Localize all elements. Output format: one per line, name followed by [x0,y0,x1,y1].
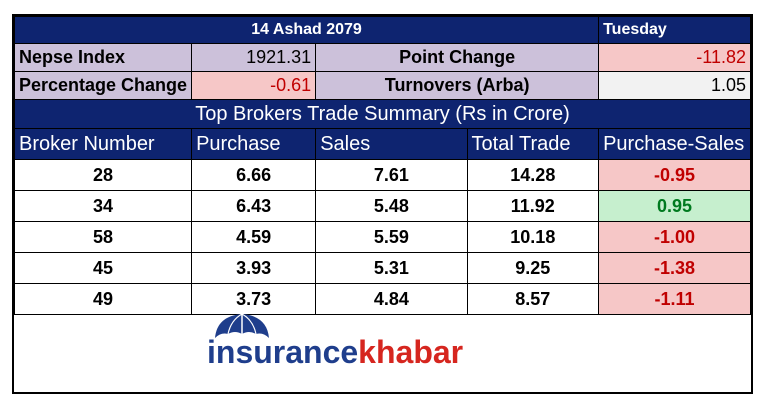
total-trade-value: 8.57 [466,283,600,315]
logo-wordmark: insurancekhabar [207,334,463,371]
total-trade-value: 14.28 [466,159,600,191]
turnover-label: Turnovers (Arba) [315,71,600,100]
purchase-value: 6.43 [191,190,317,222]
broker-number: 58 [13,221,193,253]
sales-value: 4.84 [315,283,468,315]
table-row: 45 3.93 5.31 9.25 -1.38 [13,252,751,284]
column-header-sales: Sales [315,128,468,160]
purchase-value: 3.93 [191,252,317,284]
column-header-purchase: Purchase [191,128,317,160]
purchase-value: 4.59 [191,221,317,253]
sales-value: 5.59 [315,221,468,253]
column-header-total-trade: Total Trade [466,128,600,160]
total-trade-value: 9.25 [466,252,600,284]
nepse-index-label: Nepse Index [13,43,193,72]
purchase-sales-value: -1.00 [598,221,751,253]
purchase-sales-value: -0.95 [598,159,751,191]
section-title: Top Brokers Trade Summary (Rs in Crore) [14,99,751,129]
table-row: 49 3.73 4.84 8.57 -1.11 [13,283,751,315]
umbrella-icon [215,313,269,338]
broker-number: 34 [13,190,193,222]
insurance-khabar-logo: insurancekhabar [207,312,467,372]
purchase-sales-value: -1.38 [598,252,751,284]
logo-part-insurance: insurance [207,334,359,370]
broker-number: 45 [13,252,193,284]
date-header: 14 Ashad 2079 [13,16,600,44]
logo-part-khabar: khabar [358,334,464,370]
table-row: 34 6.43 5.48 11.92 0.95 [13,190,751,222]
purchase-sales-value: -1.11 [598,283,751,315]
summary-table: 14 Ashad 2079 Tuesday Nepse Index 1921.3… [13,16,751,315]
day-header: Tuesday [598,16,751,44]
turnover-value: 1.05 [598,71,751,100]
column-header-broker: Broker Number [13,128,193,160]
point-change-label: Point Change [315,43,600,72]
broker-number: 49 [13,283,193,315]
broker-number: 28 [13,159,193,191]
column-header-purchase-sales: Purchase-Sales [598,128,751,160]
table-row: 58 4.59 5.59 10.18 -1.00 [13,221,751,253]
purchase-value: 3.73 [191,283,317,315]
percentage-change-value: -0.61 [191,71,317,100]
nepse-index-value: 1921.31 [191,43,317,72]
purchase-sales-value: 0.95 [598,190,751,222]
total-trade-value: 10.18 [466,221,600,253]
total-trade-value: 11.92 [466,190,600,222]
percentage-change-label: Percentage Change [13,71,193,100]
point-change-value: -11.82 [598,43,751,72]
table-row: 28 6.66 7.61 14.28 -0.95 [13,159,751,191]
broker-summary-card: 14 Ashad 2079 Tuesday Nepse Index 1921.3… [12,14,753,394]
sales-value: 5.31 [315,252,468,284]
purchase-value: 6.66 [191,159,317,191]
sales-value: 7.61 [315,159,468,191]
sales-value: 5.48 [315,190,468,222]
